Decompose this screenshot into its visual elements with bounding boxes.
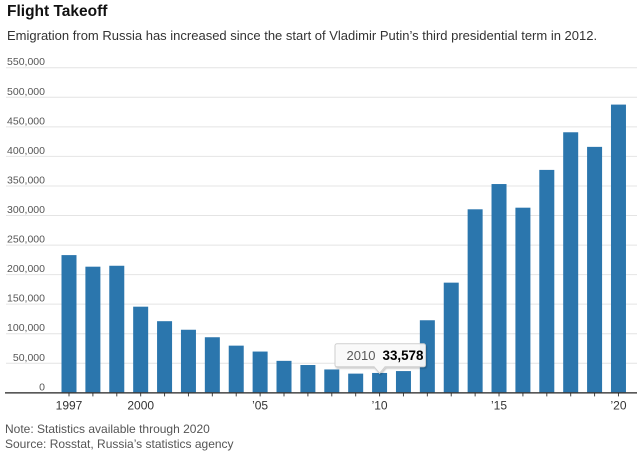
svg-text:2010: 2010 [347,348,376,363]
svg-text:50,000: 50,000 [13,352,45,364]
svg-text:2000: 2000 [127,399,154,413]
svg-text:150,000: 150,000 [7,293,45,305]
svg-text:300,000: 300,000 [7,204,45,216]
svg-text:’05: ’05 [252,399,268,413]
svg-text:550,000: 550,000 [7,56,45,68]
svg-text:33,578: 33,578 [383,348,425,363]
svg-text:400,000: 400,000 [7,145,45,157]
svg-text:’10: ’10 [372,399,388,413]
svg-text:450,000: 450,000 [7,115,45,127]
svg-text:350,000: 350,000 [7,175,45,187]
svg-text:200,000: 200,000 [7,263,45,275]
svg-text:250,000: 250,000 [7,234,45,246]
svg-text:0: 0 [39,381,45,393]
svg-text:1997: 1997 [56,399,83,413]
svg-text:100,000: 100,000 [7,322,45,334]
svg-text:500,000: 500,000 [7,86,45,98]
svg-text:’15: ’15 [491,399,507,413]
svg-text:’20: ’20 [610,399,626,413]
